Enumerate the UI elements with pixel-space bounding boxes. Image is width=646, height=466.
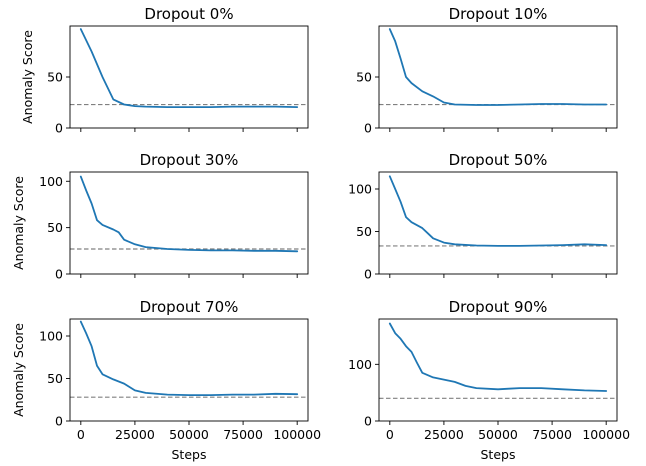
x-tick-label: 75000 <box>532 427 572 442</box>
subplot-title: Dropout 10% <box>449 5 548 23</box>
y-tick-label: 0 <box>364 414 372 429</box>
x-tick-label: 25000 <box>115 427 155 442</box>
y-tick-label: 100 <box>348 357 372 372</box>
y-tick-label: 50 <box>47 70 63 85</box>
subplot-title: Dropout 30% <box>140 151 239 169</box>
series-line <box>79 175 299 253</box>
subplot-4: 0 50 100 Dropout 50% <box>348 151 618 282</box>
series-line <box>79 28 299 108</box>
plot-frame <box>378 318 618 422</box>
x-tick-label: 25000 <box>424 427 464 442</box>
y-tick-label: 0 <box>364 267 372 282</box>
y-tick-label: 50 <box>47 371 63 386</box>
y-tick-label: 0 <box>55 267 63 282</box>
subplot-5: 0 50 100 0 25000 50000 75000 100000 Dropout 70% S… <box>11 298 321 462</box>
subplot-title: Dropout 0% <box>144 5 233 23</box>
plot-frame <box>69 25 309 129</box>
y-axis-label: Anomaly Score <box>11 176 26 270</box>
x-axis-label: Steps <box>172 447 207 462</box>
subplot-6: 0 100 0 25000 50000 75000 100000 Dropout 90% Ste… <box>348 298 630 462</box>
subplot-3: 0 50 100 Dropout 30% Anomaly Score <box>11 151 309 282</box>
subplot-title: Dropout 70% <box>140 298 239 316</box>
y-tick-label: 100 <box>348 182 372 197</box>
plot-frame <box>69 171 309 275</box>
y-tick-label: 0 <box>55 414 63 429</box>
y-axis-label: Anomaly Score <box>20 30 35 124</box>
series-line <box>388 322 608 392</box>
plot-frame <box>69 318 309 422</box>
y-axis-label: Anomaly Score <box>11 323 26 417</box>
subplot-1: 0 50 Dropout 0% Anomaly Score <box>20 5 309 136</box>
series-line <box>388 28 608 106</box>
x-axis-label: Steps <box>481 447 516 462</box>
x-tick-label: 100000 <box>582 427 630 442</box>
subplot-2: 0 50 Dropout 10% <box>356 5 618 136</box>
plot-frame <box>378 25 618 129</box>
y-tick-label: 50 <box>356 224 372 239</box>
x-tick-label: 50000 <box>478 427 518 442</box>
y-tick-label: 100 <box>39 174 63 189</box>
x-tick-label: 75000 <box>223 427 263 442</box>
x-tick-label: 50000 <box>169 427 209 442</box>
y-tick-label: 100 <box>39 329 63 344</box>
subplot-title: Dropout 50% <box>449 151 548 169</box>
series-line <box>79 320 299 397</box>
x-tick-label: 100000 <box>273 427 321 442</box>
y-tick-label: 50 <box>356 70 372 85</box>
y-tick-label: 50 <box>47 220 63 235</box>
subplot-title: Dropout 90% <box>449 298 548 316</box>
series-line <box>388 175 608 247</box>
x-tick-label: 0 <box>77 427 85 442</box>
y-tick-label: 0 <box>364 121 372 136</box>
x-tick-label: 0 <box>386 427 394 442</box>
y-tick-label: 0 <box>55 121 63 136</box>
